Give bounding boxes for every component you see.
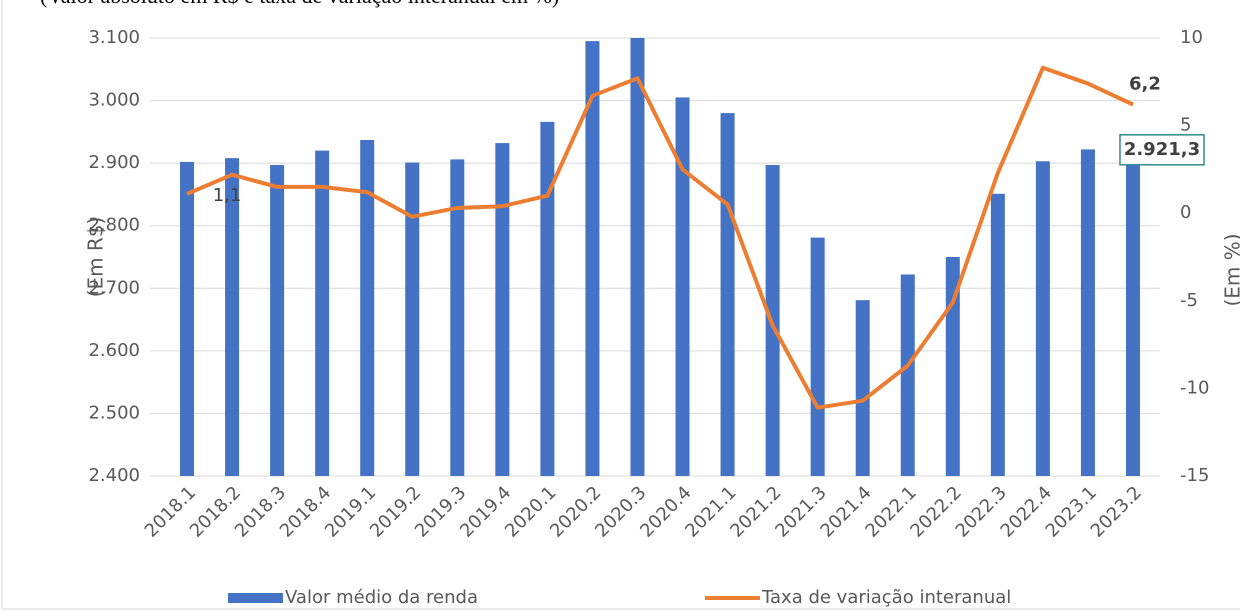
bar bbox=[990, 193, 1005, 476]
y-tick-label: 3.000 bbox=[88, 90, 140, 111]
bar bbox=[270, 165, 285, 476]
data-label: 2.921,3 bbox=[1124, 139, 1200, 160]
bar bbox=[1080, 149, 1095, 476]
bar bbox=[315, 150, 330, 476]
bar bbox=[1035, 161, 1050, 476]
x-tick-label: 2023.2 bbox=[1087, 482, 1146, 541]
legend-swatch bbox=[228, 593, 283, 603]
data-label-box bbox=[1119, 134, 1205, 166]
legend-label: Valor médio da renda bbox=[285, 587, 478, 608]
bar bbox=[585, 41, 600, 476]
y-axis-title: (Em R$) bbox=[84, 217, 108, 298]
chart-subtitle: (Valor absoluto em R$ e taxa de variação… bbox=[40, 0, 559, 8]
y-tick-label: 2.900 bbox=[88, 152, 140, 173]
legend-label: Taxa de variação interanual bbox=[761, 587, 1011, 608]
bar bbox=[810, 237, 825, 476]
bar bbox=[405, 162, 420, 476]
y2-tick-label: 5 bbox=[1180, 115, 1191, 136]
bar bbox=[720, 113, 735, 476]
y-tick-label: 2.600 bbox=[88, 340, 140, 361]
y2-axis-title: (Em %) bbox=[1221, 233, 1240, 306]
data-label: 6,2 bbox=[1129, 74, 1161, 95]
bar bbox=[540, 121, 555, 477]
bar bbox=[495, 143, 510, 476]
y2-tick-label: 10 bbox=[1180, 27, 1203, 48]
y-tick-label: 2.500 bbox=[88, 402, 140, 423]
bar bbox=[180, 161, 195, 477]
bar bbox=[225, 158, 240, 476]
line bbox=[186, 65, 1134, 410]
y-tick-label: 2.700 bbox=[88, 277, 140, 298]
bar bbox=[450, 159, 465, 477]
y-tick-label: 2.400 bbox=[88, 465, 140, 486]
y-tick-label: 3.100 bbox=[88, 27, 140, 48]
bar bbox=[1125, 149, 1140, 477]
y2-tick-label: -5 bbox=[1180, 290, 1198, 311]
bar bbox=[900, 274, 915, 476]
y2-tick-label: -15 bbox=[1180, 465, 1209, 486]
bar bbox=[360, 139, 375, 476]
bar bbox=[945, 257, 960, 476]
data-label: 1,1 bbox=[213, 185, 242, 206]
bar bbox=[630, 38, 645, 476]
y2-tick-label: 0 bbox=[1180, 202, 1191, 223]
bar bbox=[675, 97, 690, 476]
bar bbox=[855, 300, 870, 476]
y2-tick-label: -10 bbox=[1180, 377, 1209, 398]
y-tick-label: 2.800 bbox=[88, 215, 140, 236]
